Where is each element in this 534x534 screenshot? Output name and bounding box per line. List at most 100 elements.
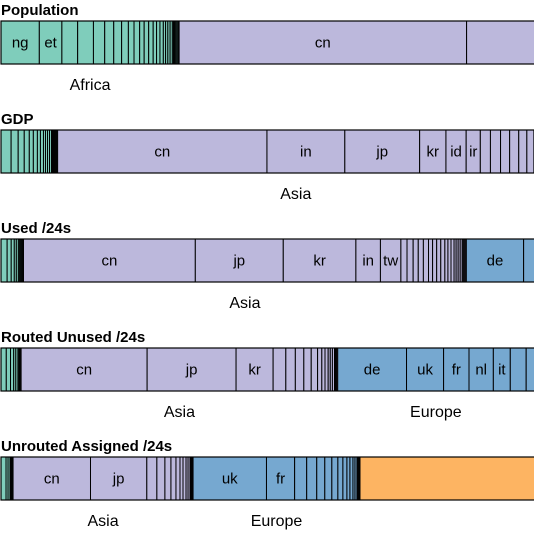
- bar-0-segment-6: [113, 20, 123, 65]
- bar-3-segment-11: [272, 347, 287, 392]
- bar-0-segment-3: [77, 20, 94, 65]
- bar-2-label-in: in: [362, 253, 374, 270]
- bar-1-group-label-asia: Asia: [280, 186, 311, 203]
- bar-3-segment-13: [294, 347, 305, 392]
- bar-0-segment-15: [159, 20, 164, 65]
- bar-4-group-label-asia: Asia: [88, 513, 119, 530]
- bar-1-label-ir: ir: [469, 144, 477, 161]
- bar-4-label-cn: cn: [44, 471, 60, 488]
- bar-2-segment-22: [436, 238, 442, 283]
- bar-2-segment-1: [6, 238, 12, 283]
- bar-3-label-fr: fr: [452, 362, 461, 379]
- chart-title-unrouted-assigned: Unrouted Assigned /24s: [1, 438, 173, 455]
- bar-4-segment-6: [12, 456, 91, 501]
- bar-2-segment-21: [432, 238, 438, 283]
- bar-3-group-label-europe: Europe: [410, 404, 462, 421]
- bar-1-segment-5: [32, 129, 38, 174]
- bar-0-segment-8: [127, 20, 135, 65]
- bar-3-segment-27: [443, 347, 470, 392]
- bar-2-label-de: de: [487, 253, 504, 270]
- bar-4-segment-26: [331, 456, 339, 501]
- bar-3-label-nl: nl: [475, 362, 487, 379]
- bar-4-segment-0: [0, 456, 7, 501]
- bar-3-segment-0: [0, 347, 7, 392]
- bar-3-group-label-asia: Asia: [164, 404, 195, 421]
- bar-4-segment-22: [294, 456, 308, 501]
- bar-4-label-fr: fr: [276, 471, 285, 488]
- chart-title-population: Population: [1, 2, 79, 19]
- bar-3-segment-30: [509, 347, 527, 392]
- bar-2-segment-0: [0, 238, 8, 283]
- bar-0-segment-13: [152, 20, 158, 65]
- bar-2-group-label-asia: Asia: [229, 295, 260, 312]
- bar-1-label-id: id: [450, 144, 462, 161]
- bar-1-segment-3: [23, 129, 30, 174]
- bar-3-segment-1: [5, 347, 12, 392]
- bar-4-segment-12: [175, 456, 181, 501]
- bar-4-segment-20: [192, 456, 267, 501]
- bar-1-segment-1: [10, 129, 19, 174]
- bar-2-segment-20: [428, 238, 434, 283]
- bar-2-segment-17: [412, 238, 419, 283]
- bar-3-label-uk: uk: [417, 362, 433, 379]
- bar-0-segment-14: [156, 20, 161, 65]
- bar-4-label-uk: uk: [222, 471, 238, 488]
- bar-0-segment-4: [92, 20, 106, 65]
- bar-1-segment-19: [266, 129, 346, 174]
- bar-4-segment-23: [306, 456, 318, 501]
- bar-0-segment-10: [139, 20, 145, 65]
- bar-1-segment-2: [17, 129, 25, 174]
- bar-2-label-cn: cn: [101, 253, 117, 270]
- bar-0-segment-7: [121, 20, 129, 65]
- bar-3-segment-14: [303, 347, 312, 392]
- bar-3-label-it: it: [498, 362, 506, 379]
- bar-2-segment-18: [417, 238, 424, 283]
- bar-1-segment-0: [0, 129, 12, 174]
- bar-4-segment-8: [146, 456, 158, 501]
- bar-1-label-kr: kr: [427, 144, 440, 161]
- bar-1-segment-24: [479, 129, 491, 174]
- bar-3-label-jp: jp: [185, 362, 198, 379]
- bar-4-segment-24: [316, 456, 326, 501]
- bar-2-segment-10: [23, 238, 196, 283]
- bar-3-segment-8: [20, 347, 148, 392]
- bar-3-segment-12: [285, 347, 296, 392]
- bar-3-segment-15: [310, 347, 319, 392]
- bar-2-segment-19: [422, 238, 429, 283]
- bar-2-segment-36: [523, 238, 534, 283]
- bar-2-segment-15: [400, 238, 408, 283]
- bar-4-segment-28: [342, 456, 348, 501]
- bar-4-segment-36: [359, 456, 534, 501]
- bar-2-segment-13: [355, 238, 381, 283]
- bar-0-segment-9: [133, 20, 141, 65]
- bar-0-label-ng: ng: [12, 35, 29, 52]
- bar-0-label-et: et: [44, 35, 57, 52]
- bar-2-label-jp: jp: [232, 253, 245, 270]
- bar-3-label-de: de: [364, 362, 381, 379]
- bar-0-segment-11: [143, 20, 150, 65]
- bar-3-segment-31: [525, 347, 534, 392]
- bar-1-label-in: in: [300, 144, 312, 161]
- bar-0-label-cn: cn: [315, 35, 331, 52]
- bar-3-label-cn: cn: [76, 362, 92, 379]
- bar-1-segment-29: [526, 129, 534, 174]
- bar-3-segment-28: [468, 347, 494, 392]
- bar-4-segment-9: [156, 456, 166, 501]
- bar-4-segment-10: [164, 456, 172, 501]
- bar-1-label-cn: cn: [154, 144, 170, 161]
- bar-2-label-tw: tw: [383, 253, 398, 270]
- bar-3-segment-10: [235, 347, 274, 392]
- bar-0-segment-12: [148, 20, 154, 65]
- chart-title-gdp: GDP: [1, 111, 34, 128]
- bar-1-segment-25: [489, 129, 502, 174]
- bar-4-segment-27: [337, 456, 344, 501]
- bar-0-segment-27: [466, 20, 534, 65]
- chart-title-routed-unused: Routed Unused /24s: [1, 329, 146, 346]
- bar-0-group-label-africa: Africa: [70, 77, 111, 94]
- chart-title-used: Used /24s: [1, 220, 72, 237]
- bar-2-outline: [0, 238, 534, 283]
- bar-0-segment-5: [104, 20, 115, 65]
- bar-2-segment-16: [406, 238, 414, 283]
